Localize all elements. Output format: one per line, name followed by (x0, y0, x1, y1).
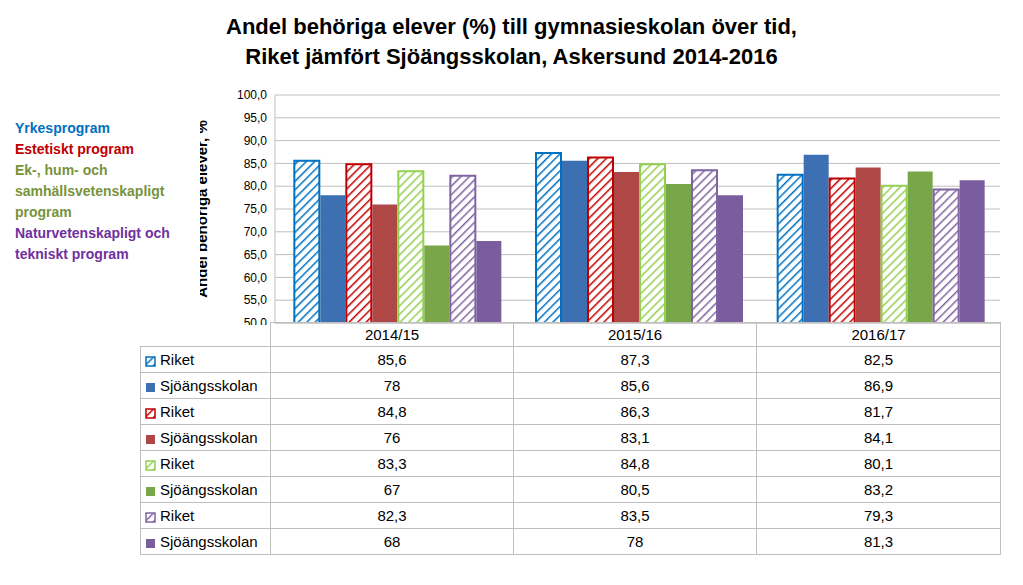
html-text:76: 76 (383, 429, 401, 446)
svg-text:85,0: 85,0 (244, 157, 268, 171)
html-text:80,1: 80,1 (863, 455, 894, 472)
html-text:81,3: 81,3 (863, 533, 894, 550)
html-text:84,8: 84,8 (620, 455, 650, 472)
html-text:83,2: 83,2 (863, 481, 894, 498)
html-text:84,1: 84,1 (863, 429, 894, 446)
html-text:78: 78 (383, 377, 401, 394)
svg-text:50,0: 50,0 (244, 316, 268, 325)
html-text:82,5: 82,5 (863, 351, 894, 368)
html-text:83,3: 83,3 (377, 455, 407, 472)
html-text:Riket: Riket (160, 455, 195, 472)
svg-text:60,0: 60,0 (244, 271, 268, 285)
html-text:2016/17: 2016/17 (851, 326, 906, 343)
svg-text:65,0: 65,0 (244, 248, 268, 262)
html-text:86,9: 86,9 (863, 377, 894, 394)
html-text:Riket: Riket (160, 351, 195, 368)
html-text:85,6: 85,6 (620, 377, 650, 394)
svg-text:80,0: 80,0 (244, 179, 268, 193)
html-text:Naturvetenskapligt och teknisk: Naturvetenskapligt och tekniskt program (15, 225, 170, 262)
html-text:Sjöängsskolan: Sjöängsskolan (160, 481, 258, 498)
html-text:Estetiskt program: Estetiskt program (15, 141, 134, 157)
html-text:83,5: 83,5 (620, 507, 650, 524)
html-text:Sjöängsskolan: Sjöängsskolan (160, 533, 258, 550)
svg-text:70,0: 70,0 (244, 225, 268, 239)
html-text:67: 67 (383, 481, 401, 498)
html-text:78: 78 (626, 533, 644, 550)
html-text:Andel behöriga elever (%) till: Andel behöriga elever (%) till gymnasies… (226, 14, 797, 39)
html-text:Riket: Riket (160, 507, 195, 524)
html-text:Riket: Riket (160, 403, 195, 420)
svg-text:Andel behöriga elever, %: Andel behöriga elever, % (200, 120, 210, 298)
html-text:84,8: 84,8 (377, 403, 407, 420)
html-text:87,3: 87,3 (620, 351, 650, 368)
svg-text:90,0: 90,0 (244, 134, 268, 148)
html-text:81,7: 81,7 (863, 403, 894, 420)
html-text:Yrkesprogram: Yrkesprogram (15, 120, 110, 136)
html-text:Sjöängsskolan: Sjöängsskolan (160, 429, 258, 446)
svg-text:100,0: 100,0 (237, 88, 267, 102)
html-text:86,3: 86,3 (620, 403, 650, 420)
html-text:Riket jämfört Sjöängsskolan, A: Riket jämfört Sjöängsskolan, Askersund 2… (245, 44, 778, 69)
html-text:79,3: 79,3 (863, 507, 894, 524)
html-text:85,6: 85,6 (377, 351, 407, 368)
svg-text:55,0: 55,0 (244, 293, 268, 307)
html-text:Ek-, hum- och samhällsvetenska: Ek-, hum- och samhällsvetenskapligt prog… (15, 162, 165, 220)
html-text:Sjöängsskolan: Sjöängsskolan (160, 377, 258, 394)
svg-text:75,0: 75,0 (244, 202, 268, 216)
svg-text:95,0: 95,0 (244, 111, 268, 125)
html-text:68: 68 (383, 533, 401, 550)
html-text:83,1: 83,1 (620, 429, 650, 446)
html-text:82,3: 82,3 (377, 507, 407, 524)
html-text:2014/15: 2014/15 (364, 326, 420, 343)
html-text:80,5: 80,5 (620, 481, 650, 498)
html-text:2015/16: 2015/16 (607, 326, 663, 343)
